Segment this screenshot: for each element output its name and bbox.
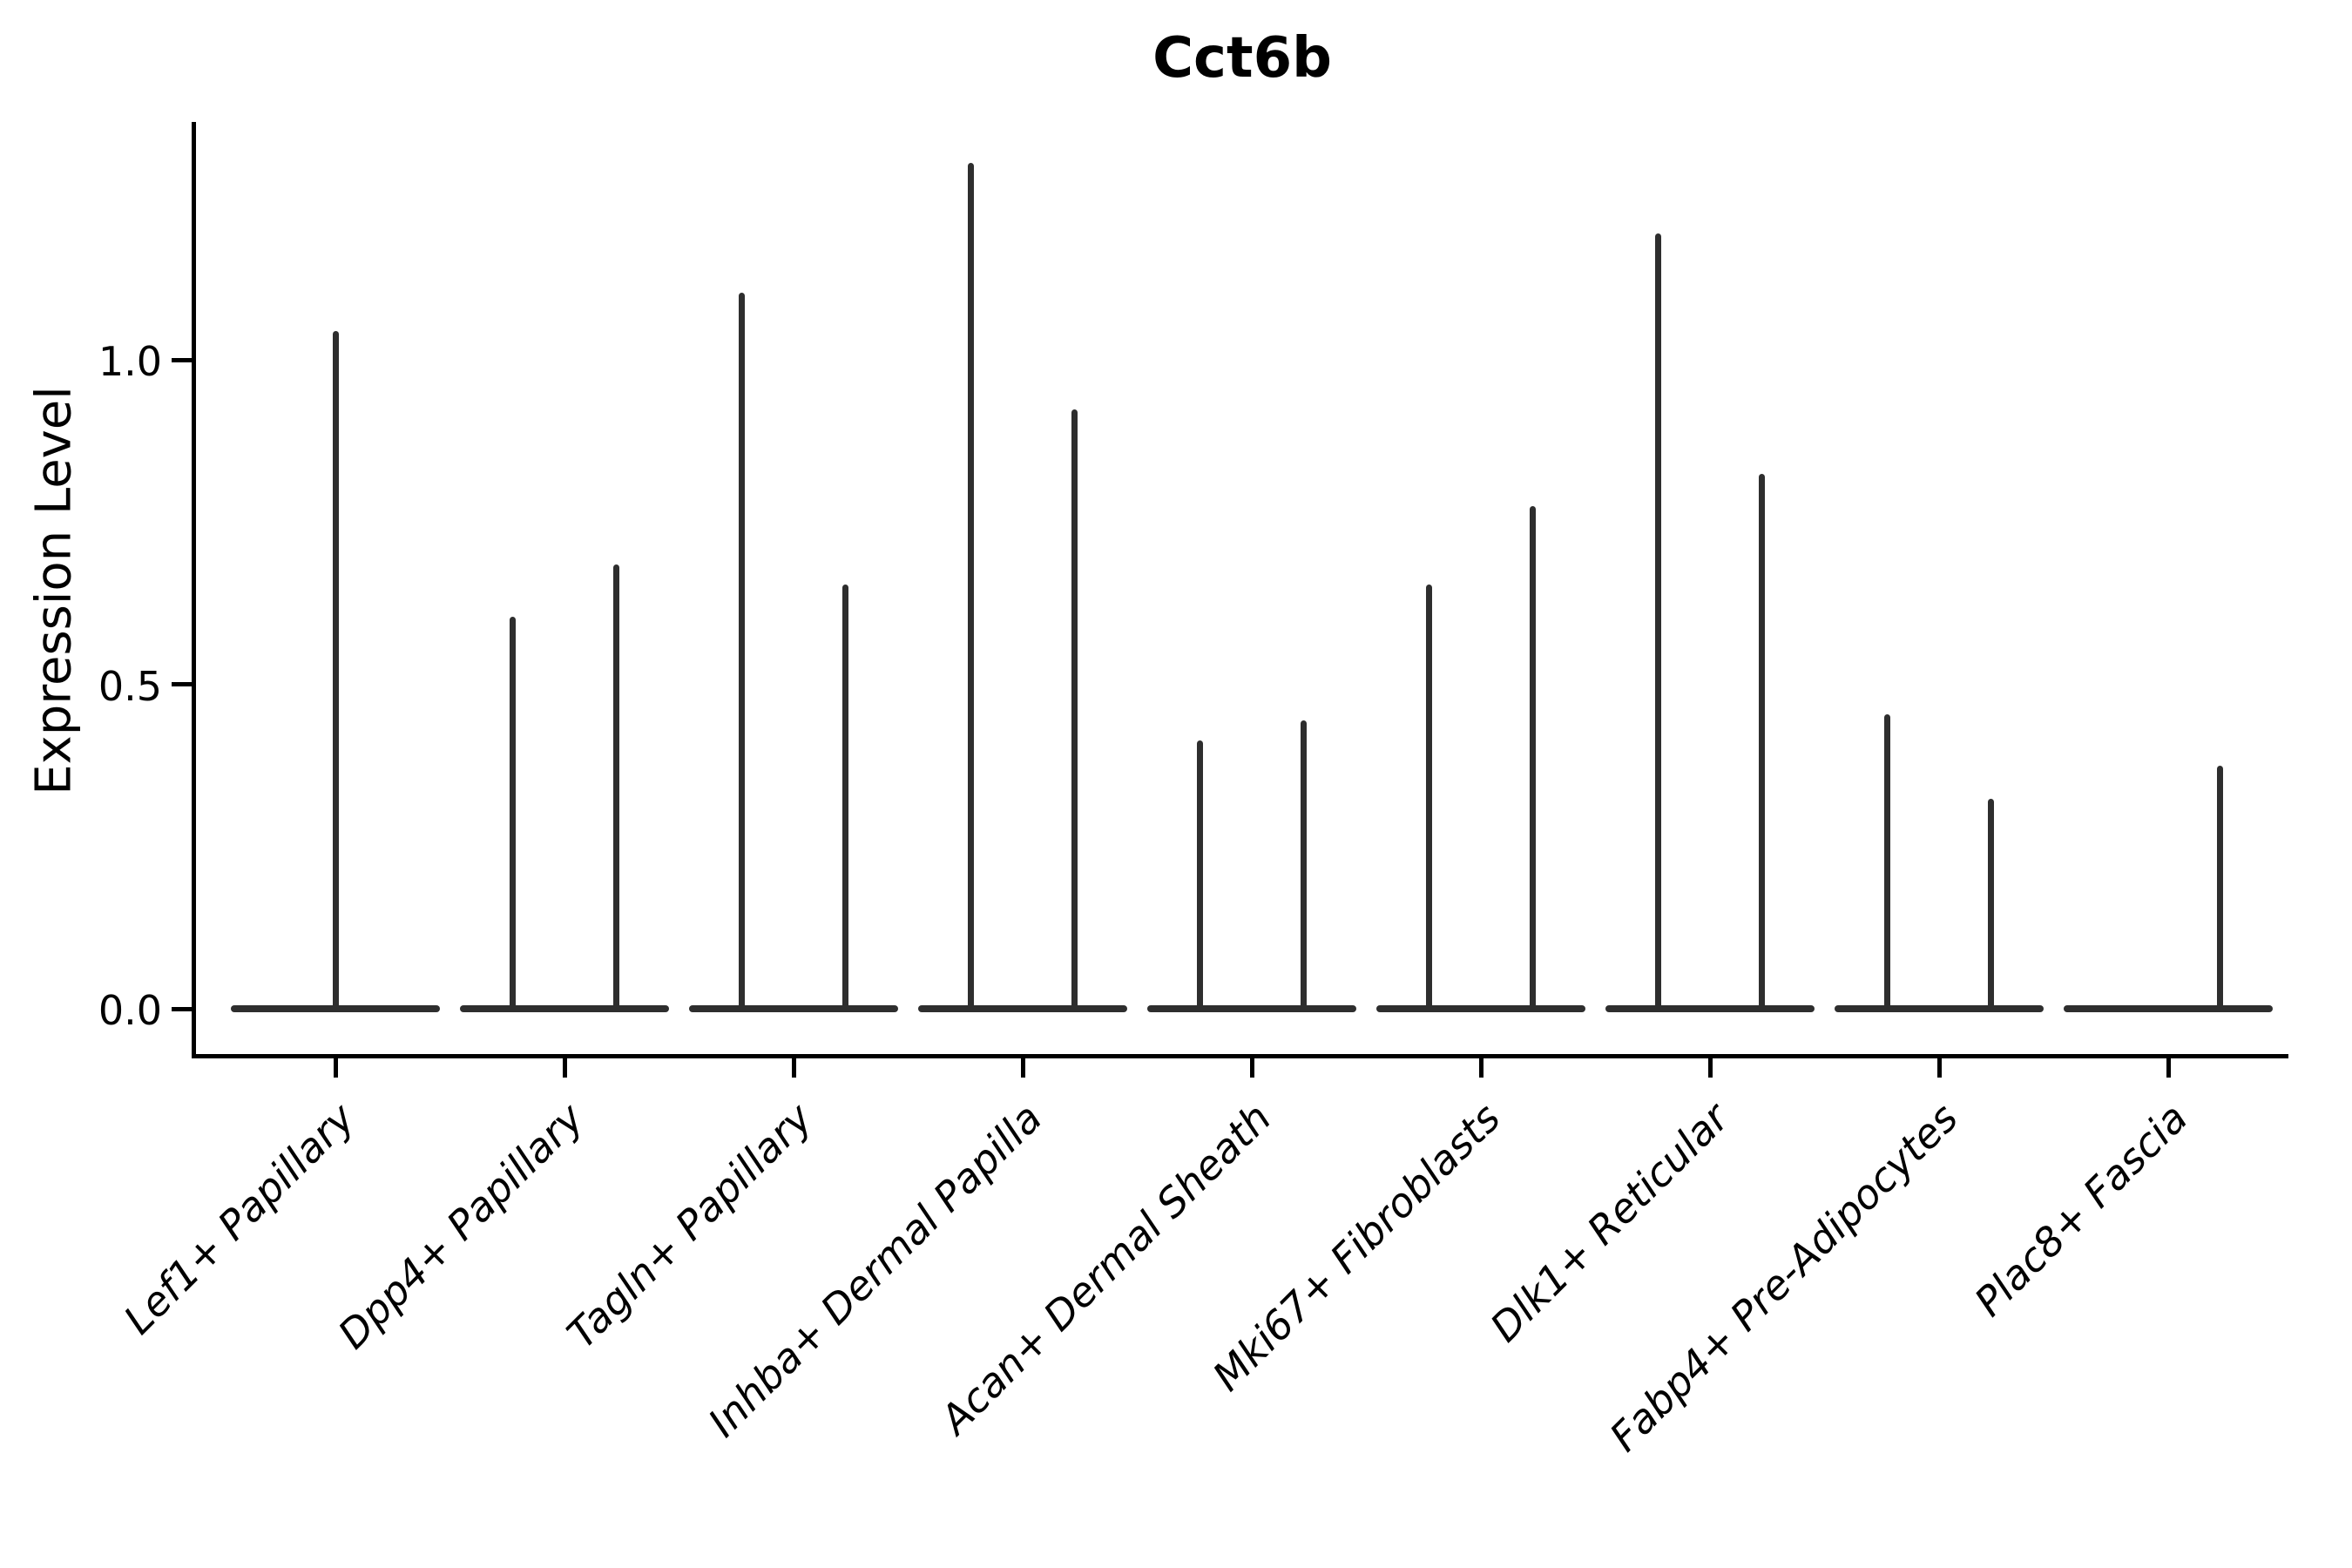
chart-title: Cct6b xyxy=(1152,26,1332,91)
x-tick-label: Dlk1+ Reticular xyxy=(1481,1094,1739,1351)
violin-spike xyxy=(1884,713,1890,1012)
violin-spike xyxy=(1655,233,1661,1012)
y-tick-mark xyxy=(172,682,196,686)
x-tick-mark xyxy=(1020,1054,1025,1078)
violin-spike xyxy=(1426,584,1432,1012)
x-tick-mark xyxy=(1936,1054,1942,1078)
violin-spike xyxy=(332,331,339,1012)
violin-spike xyxy=(1301,720,1307,1012)
violin-spike xyxy=(1530,506,1536,1012)
y-tick-label: 0.5 xyxy=(98,662,162,710)
violin-base xyxy=(460,1005,669,1012)
y-tick-label: 1.0 xyxy=(98,338,162,385)
x-tick-label: Lef1+ Papillary xyxy=(114,1094,364,1343)
violin-spike xyxy=(613,564,619,1012)
x-tick-mark xyxy=(1707,1054,1713,1078)
violin-spike xyxy=(739,292,745,1012)
y-tick-mark xyxy=(172,357,196,362)
violin-base xyxy=(1147,1005,1356,1012)
violin-spike xyxy=(968,162,974,1012)
x-tick-label: Dpp4+ Papillary xyxy=(328,1094,593,1358)
y-axis-spine xyxy=(192,122,196,1058)
violin-base xyxy=(918,1005,1127,1012)
violin-base xyxy=(1605,1005,1815,1012)
x-tick-mark xyxy=(333,1054,338,1078)
violin-base xyxy=(1835,1005,2044,1012)
y-tick-mark xyxy=(172,1006,196,1011)
x-axis-spine xyxy=(192,1054,2288,1058)
x-tick-mark xyxy=(791,1054,796,1078)
violin-spike xyxy=(1759,474,1765,1012)
y-axis-label: Expression Level xyxy=(25,386,83,795)
violin-base xyxy=(1376,1005,1585,1012)
y-tick-label: 0.0 xyxy=(98,987,162,1034)
x-tick-mark xyxy=(1478,1054,1484,1078)
violin-spike xyxy=(2217,766,2223,1012)
violin-spike xyxy=(1071,409,1078,1012)
violin-spike xyxy=(510,617,516,1012)
violin-spike xyxy=(842,584,848,1012)
violin-spike xyxy=(1197,740,1203,1012)
violin-base xyxy=(2064,1005,2273,1012)
x-tick-label: Tagln+ Papillary xyxy=(558,1094,822,1358)
x-tick-label: Plac8+ Fascia xyxy=(1964,1094,2197,1326)
x-tick-mark xyxy=(2166,1054,2171,1078)
x-tick-mark xyxy=(562,1054,567,1078)
violin-base xyxy=(689,1005,898,1012)
x-tick-mark xyxy=(1249,1054,1254,1078)
violin-spike xyxy=(1988,798,1994,1012)
